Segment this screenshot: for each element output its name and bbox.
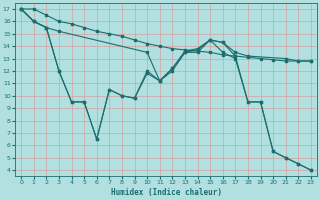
X-axis label: Humidex (Indice chaleur): Humidex (Indice chaleur) (110, 188, 221, 197)
